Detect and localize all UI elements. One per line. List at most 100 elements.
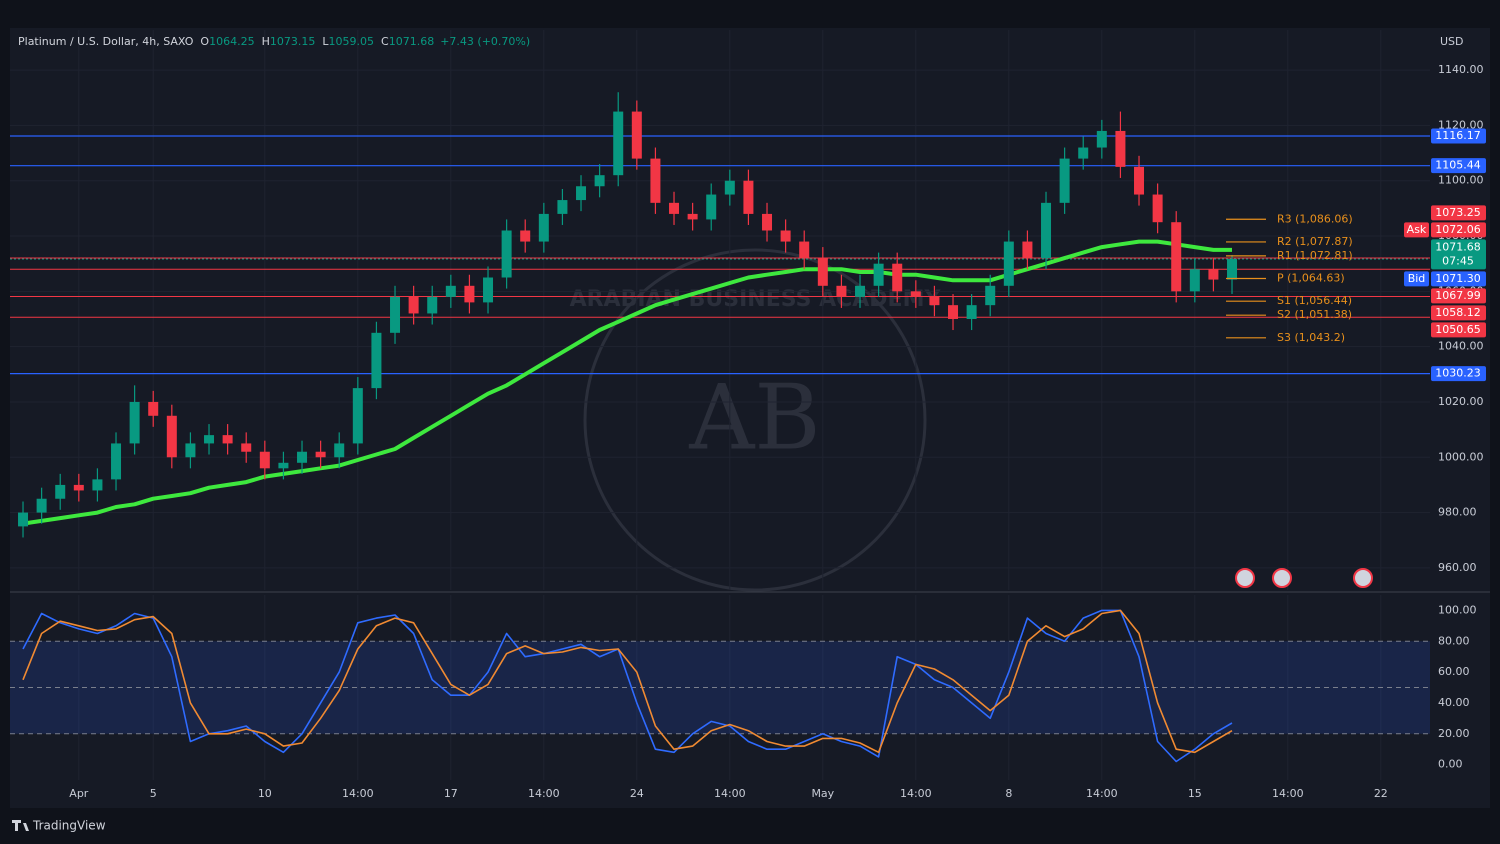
y-tick-label: 1120.00	[1438, 118, 1484, 131]
candle-body	[464, 285, 475, 303]
candle-body	[799, 241, 810, 259]
candle-body	[315, 451, 326, 458]
candle-body	[501, 230, 512, 278]
candle-body	[613, 111, 624, 176]
brand-name: TradingView	[32, 819, 106, 833]
watermark-ring	[583, 248, 927, 592]
stoch-line	[22, 609, 1233, 763]
x-tick-label: 22	[1374, 787, 1388, 800]
candle-body	[1041, 202, 1052, 259]
ohlc-change: +7.43 (+0.70%)	[440, 35, 530, 48]
candle-body	[1152, 194, 1163, 223]
price-tag-label: 1058.12	[1435, 306, 1481, 319]
price-tag	[1431, 205, 1486, 221]
y-tick-label: 1140.00	[1438, 63, 1484, 76]
candle-body	[1096, 130, 1107, 148]
candle-body	[55, 484, 66, 499]
candle-body	[520, 230, 531, 242]
x-tick-label: 15	[1188, 787, 1202, 800]
candle-body	[259, 451, 270, 469]
candle-body	[966, 305, 977, 319]
candle-body	[650, 158, 661, 203]
y-tick-label: 80.00	[1438, 634, 1470, 647]
ohlc-value: 1073.15	[270, 35, 316, 48]
candle-body	[1208, 269, 1219, 280]
ohlc-key: L	[322, 35, 329, 48]
brand-logo	[12, 820, 29, 831]
watermark-name: ARABIAN BUSINESS ACADEMY	[570, 287, 942, 312]
price-tag-side-label: Ask	[1407, 223, 1427, 236]
y-tick-label: 60.00	[1438, 665, 1470, 678]
candle-body	[371, 332, 382, 389]
candle-body	[129, 401, 140, 444]
pivot-label: S1 (1,056.44)	[1277, 294, 1352, 307]
ohlc-key: C	[381, 35, 389, 48]
level-tag-label: 1116.17	[1435, 129, 1481, 142]
candle-body	[73, 484, 84, 491]
candle-body	[278, 462, 289, 469]
price-tag	[1431, 239, 1486, 270]
candle-body	[1171, 222, 1182, 292]
price-tag-side	[1404, 222, 1429, 238]
candle-body	[1134, 166, 1145, 195]
event-icon[interactable]	[1235, 568, 1255, 588]
y-tick-label: 1000.00	[1438, 450, 1484, 463]
candle-body	[1227, 259, 1238, 280]
y-tick-label: 960.00	[1438, 561, 1477, 574]
candle-body	[297, 451, 308, 463]
candle-body	[445, 285, 456, 297]
price-tag-label: 1073.25	[1435, 206, 1481, 219]
candle-body	[111, 443, 122, 480]
candle-body	[334, 443, 345, 458]
chart-header: Platinum / U.S. Dollar, 4h, SAXO O1064.25…	[18, 35, 530, 48]
y-tick-label: 1040.00	[1438, 340, 1484, 353]
candle-body	[929, 296, 940, 306]
y-tick-label: 100.00	[1438, 603, 1477, 616]
candle-body	[687, 213, 698, 220]
candle-body	[910, 291, 921, 297]
candle-body	[873, 263, 884, 286]
candle-body	[390, 296, 401, 333]
pivot-label: S2 (1,051.38)	[1277, 308, 1352, 321]
candle-body	[780, 230, 791, 242]
pivot-label: R3 (1,086.06)	[1277, 212, 1353, 225]
y-tick-label: 20.00	[1438, 727, 1470, 740]
x-tick-label: 8	[1005, 787, 1012, 800]
x-tick-label: 14:00	[1086, 787, 1118, 800]
y-tick-label: 1020.00	[1438, 395, 1484, 408]
x-tick-label: 24	[630, 787, 644, 800]
ohlc-value: 1059.05	[329, 35, 375, 48]
pivot-label: P (1,064.63)	[1277, 272, 1345, 285]
candle-body	[148, 401, 159, 416]
candle-body	[18, 512, 29, 527]
stoch-line	[22, 609, 1233, 754]
x-tick-label: 14:00	[342, 787, 374, 800]
candle-body	[1003, 241, 1014, 286]
candle-body	[985, 285, 996, 306]
y-tick-label: 980.00	[1438, 506, 1477, 519]
x-tick-label: 14:00	[714, 787, 746, 800]
event-icon[interactable]	[1353, 568, 1373, 588]
candle-body	[1059, 158, 1070, 203]
candle-body	[557, 200, 568, 214]
price-tag	[1431, 288, 1486, 304]
price-tag-side-label: Bid	[1408, 272, 1426, 285]
price-tag	[1431, 305, 1486, 321]
candle-body	[948, 305, 959, 319]
price-tag-label: 1071.30	[1435, 272, 1481, 285]
price-tag-label: 1072.06	[1435, 223, 1481, 236]
candle-body	[576, 186, 587, 201]
candle-body	[352, 388, 363, 444]
ohlc-value: 1071.68	[389, 35, 435, 48]
pivot-label: S3 (1,043.2)	[1277, 331, 1345, 344]
candle-body	[669, 202, 680, 214]
level-tag-label: 1030.23	[1435, 367, 1481, 380]
candle-body	[538, 213, 549, 242]
candle-body	[36, 498, 47, 513]
y-tick-label: 0.00	[1438, 758, 1463, 771]
event-icon[interactable]	[1272, 568, 1292, 588]
price-tag-label: 1071.68	[1435, 240, 1481, 253]
candle-body	[185, 443, 196, 458]
candle-body	[817, 258, 828, 286]
